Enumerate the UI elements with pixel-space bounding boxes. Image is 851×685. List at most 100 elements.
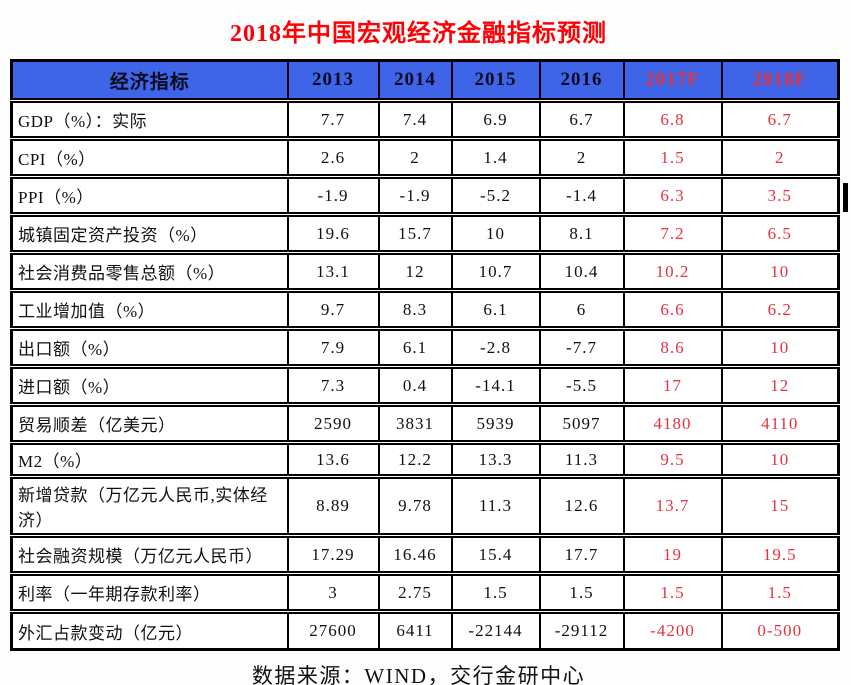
table-row: 出口额（%） 7.9 6.1 -2.8 -7.7 8.6 10 <box>10 326 840 368</box>
cell-2013: -1.9 <box>286 174 380 216</box>
cell-2017F: -4200 <box>622 609 723 651</box>
header-year-2014: 2014 <box>377 59 453 102</box>
cell-2017F: 6.6 <box>622 288 723 330</box>
table-row: 工业增加值（%） 9.7 8.3 6.1 6 6.6 6.2 <box>10 288 840 330</box>
cell-2013: 9.7 <box>286 288 380 330</box>
cell-2015: 10 <box>450 212 541 254</box>
row-indicator: M2（%） <box>10 440 289 478</box>
table-row: M2（%） 13.6 12.2 13.3 11.3 9.5 10 <box>10 440 840 478</box>
cell-2014: 6.1 <box>377 326 453 368</box>
cell-2016: 10.4 <box>538 250 625 292</box>
table-row: GDP（%）：实际 7.7 7.4 6.9 6.7 6.8 6.7 <box>10 98 840 140</box>
row-indicator: 贸易顺差（亿美元） <box>10 402 289 444</box>
cell-2014: 12 <box>377 250 453 292</box>
header-year-2015: 2015 <box>450 59 541 102</box>
row-indicator: 利率（一年期存款利率） <box>10 571 289 613</box>
cell-2016: 2 <box>538 136 625 178</box>
cell-2016: 12.6 <box>538 474 625 537</box>
cell-2015: 5939 <box>450 402 541 444</box>
edge-artifact <box>843 183 848 212</box>
cell-2018F: 10 <box>720 440 840 478</box>
cell-2017F: 6.3 <box>622 174 723 216</box>
cell-2013: 17.29 <box>286 533 380 575</box>
cell-2013: 3 <box>286 571 380 613</box>
cell-2016: 6 <box>538 288 625 330</box>
row-indicator: CPI（%） <box>10 136 289 178</box>
cell-2017F: 6.8 <box>622 98 723 140</box>
cell-2015: 10.7 <box>450 250 541 292</box>
table-row: 外汇占款变动（亿元） 27600 6411 -22144 -29112 -4200 0-50… <box>10 609 840 651</box>
cell-2014: 2 <box>377 136 453 178</box>
cell-2014: 2.75 <box>377 571 453 613</box>
cell-2017F: 10.2 <box>622 250 723 292</box>
cell-2016: -1.4 <box>538 174 625 216</box>
row-indicator: 出口额（%） <box>10 326 289 368</box>
cell-2013: 8.89 <box>286 474 380 537</box>
cell-2018F: 10 <box>720 326 840 368</box>
cell-2018F: 6.7 <box>720 98 840 140</box>
cell-2016: 6.7 <box>538 98 625 140</box>
header-year-2016: 2016 <box>538 59 625 102</box>
row-indicator: 社会消费品零售总额（%） <box>10 250 289 292</box>
cell-2016: 1.5 <box>538 571 625 613</box>
cell-2015: 1.4 <box>450 136 541 178</box>
cell-2014: 8.3 <box>377 288 453 330</box>
cell-2017F: 1.5 <box>622 571 723 613</box>
cell-2018F: 2 <box>720 136 840 178</box>
cell-2017F: 7.2 <box>622 212 723 254</box>
cell-2014: 7.4 <box>377 98 453 140</box>
cell-2016: 17.7 <box>538 533 625 575</box>
table-body: GDP（%）：实际 7.7 7.4 6.9 6.7 6.8 6.7 CPI（%） 2.6 2 1.4… <box>10 98 840 651</box>
cell-2013: 27600 <box>286 609 380 651</box>
header-year-2013: 2013 <box>286 59 380 102</box>
cell-2015: -5.2 <box>450 174 541 216</box>
cell-2013: 7.9 <box>286 326 380 368</box>
cell-2016: -7.7 <box>538 326 625 368</box>
cell-2018F: 12 <box>720 364 840 406</box>
cell-2015: -22144 <box>450 609 541 651</box>
row-indicator: 外汇占款变动（亿元） <box>10 609 289 651</box>
cell-2014: -1.9 <box>377 174 453 216</box>
cell-2016: -5.5 <box>538 364 625 406</box>
forecast-table: 经济指标 2013 2014 2015 2016 2017F 2018F GDP… <box>10 59 840 651</box>
cell-2017F: 9.5 <box>622 440 723 478</box>
cell-2015: -14.1 <box>450 364 541 406</box>
cell-2018F: 19.5 <box>720 533 840 575</box>
cell-2014: 12.2 <box>377 440 453 478</box>
cell-2013: 2590 <box>286 402 380 444</box>
cell-2018F: 1.5 <box>720 571 840 613</box>
cell-2014: 9.78 <box>377 474 453 537</box>
header-forecast-2018: 2018F <box>720 59 840 102</box>
cell-2015: 13.3 <box>450 440 541 478</box>
header-indicator: 经济指标 <box>10 59 289 102</box>
cell-2018F: 0-500 <box>720 609 840 651</box>
cell-2013: 2.6 <box>286 136 380 178</box>
cell-2016: 8.1 <box>538 212 625 254</box>
source-note: 数据来源：WIND，交行金研中心 <box>251 664 586 685</box>
cell-2015: 11.3 <box>450 474 541 537</box>
cell-2016: -29112 <box>538 609 625 651</box>
cell-2014: 16.46 <box>377 533 453 575</box>
row-indicator: 社会融资规模（万亿元人民币） <box>10 533 289 575</box>
table-row: 社会消费品零售总额（%） 13.1 12 10.7 10.4 10.2 10 <box>10 250 840 292</box>
cell-2013: 13.1 <box>286 250 380 292</box>
cell-2018F: 15 <box>720 474 840 537</box>
cell-2018F: 10 <box>720 250 840 292</box>
cell-2015: 15.4 <box>450 533 541 575</box>
cell-2013: 19.6 <box>286 212 380 254</box>
cell-2017F: 8.6 <box>622 326 723 368</box>
cell-2016: 5097 <box>538 402 625 444</box>
cell-2013: 7.3 <box>286 364 380 406</box>
cell-2013: 7.7 <box>286 98 380 140</box>
cell-2018F: 3.5 <box>720 174 840 216</box>
header-row: 经济指标 2013 2014 2015 2016 2017F 2018F <box>10 59 840 102</box>
cell-2016: 11.3 <box>538 440 625 478</box>
table-row: 利率（一年期存款利率） 3 2.75 1.5 1.5 1.5 1.5 <box>10 571 840 613</box>
header-forecast-2017: 2017F <box>622 59 723 102</box>
cell-2017F: 4180 <box>622 402 723 444</box>
cell-2014: 15.7 <box>377 212 453 254</box>
cell-2015: -2.8 <box>450 326 541 368</box>
cell-2018F: 4110 <box>720 402 840 444</box>
cell-2017F: 19 <box>622 533 723 575</box>
cell-2017F: 13.7 <box>622 474 723 537</box>
